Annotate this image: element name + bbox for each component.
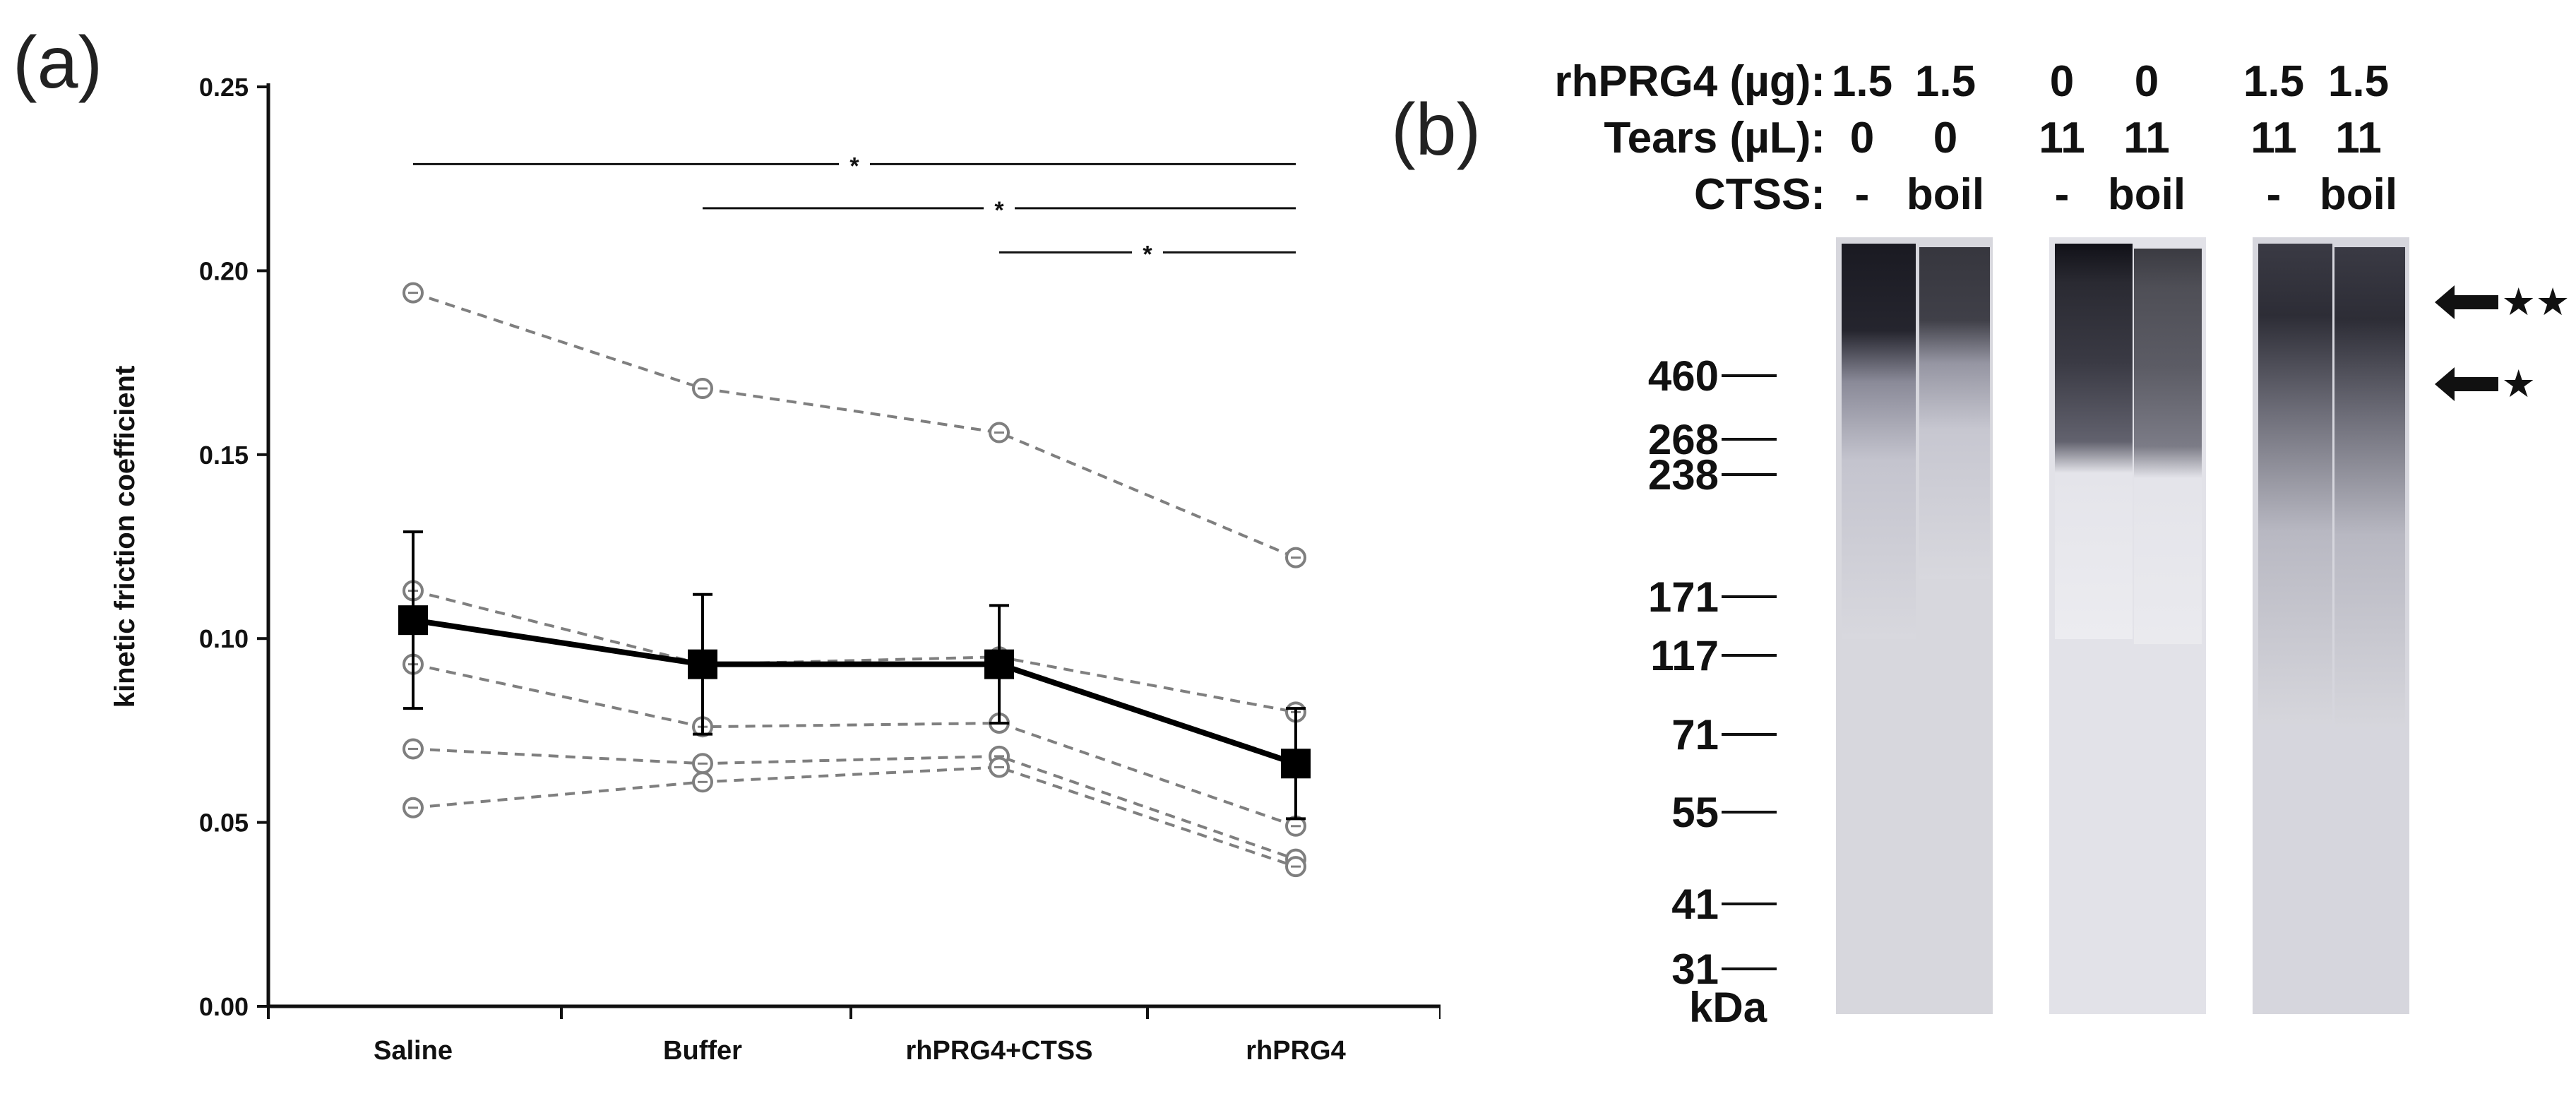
x-tick-label: Saline <box>374 1036 453 1066</box>
header-cell: 11 <box>2123 114 2170 162</box>
individual-line <box>412 747 1296 861</box>
mean-point <box>984 649 1014 679</box>
marker-label: 238 <box>1647 451 1719 499</box>
header-cell: 0 <box>1849 114 1875 162</box>
y-tick-label: 0.10 <box>199 624 249 653</box>
band-lane-2 <box>1919 247 1990 579</box>
marker-tick <box>1722 654 1777 657</box>
header-cell: 1.5 <box>2243 57 2305 106</box>
significance-star: * <box>1143 241 1152 268</box>
western-blot-panel: (b) rhPRG4 (µg): 1.5 1.5 0 0 1.5 1.5 Tears (µL)… <box>1384 0 2576 1096</box>
significance-star: * <box>994 197 1004 224</box>
x-tick-label: Buffer <box>663 1036 742 1066</box>
individual-line <box>412 291 1296 559</box>
significance-star: * <box>849 153 859 179</box>
mean-series <box>398 530 1311 821</box>
mean-point <box>1281 749 1311 779</box>
y-axis-label: kinetic friction coefficient <box>109 366 141 708</box>
kda-unit-label: kDa <box>1689 984 1767 1031</box>
mean-line <box>412 617 1297 767</box>
marker-label: 460 <box>1647 352 1719 400</box>
marker-tick <box>1722 374 1777 377</box>
marker-label: 41 <box>1671 881 1719 928</box>
mean-point <box>688 649 717 679</box>
header-cell: 1.5 <box>1914 57 1976 106</box>
x-tick-label: rhPRG4+CTSS <box>905 1036 1092 1066</box>
band-lane-4 <box>2134 249 2202 644</box>
individual-line <box>412 766 1296 868</box>
header-cell: 11 <box>2335 114 2382 162</box>
header-cell: - <box>2266 170 2282 219</box>
header-cell: 11 <box>2039 114 2085 162</box>
individual-line <box>412 662 1296 828</box>
individual-series <box>402 282 1306 878</box>
mean-point <box>398 605 428 636</box>
marker-label: 117 <box>1650 632 1719 679</box>
header-cell: - <box>1854 170 1870 219</box>
band-lane-1 <box>1842 244 1916 639</box>
star-icon: ★ <box>2501 363 2536 405</box>
header-cell: 1.5 <box>2327 57 2390 106</box>
chart-axes: 0.00 0.05 0.10 0.15 0.20 0.25 Saline Buffer rhPR… <box>199 73 1441 1066</box>
panel-b-label: (b) <box>1391 89 1481 171</box>
marker-label: 55 <box>1671 789 1719 836</box>
header-row-label: Tears (µL): <box>1604 114 1825 162</box>
marker-tick <box>1722 595 1777 598</box>
header-cell: 1.5 <box>1831 57 1893 106</box>
band-lane-6 <box>2334 247 2405 727</box>
band-lane-5 <box>2258 244 2332 724</box>
marker-tick <box>1722 967 1777 970</box>
header-cell: 0 <box>1933 114 1958 162</box>
header-cell: 11 <box>2250 114 2297 162</box>
marker-tick <box>1722 811 1777 814</box>
header-row-label: CTSS: <box>1694 170 1825 219</box>
x-tick-label: rhPRG4 <box>1246 1036 1345 1066</box>
marker-label: 268 <box>1647 416 1719 463</box>
marker-tick <box>1722 733 1777 736</box>
left-arrow-icon <box>2435 367 2498 401</box>
y-tick-label: 0.15 <box>199 441 249 470</box>
marker-tick <box>1722 473 1777 476</box>
marker-label: 171 <box>1647 573 1719 621</box>
header-cell: 0 <box>2134 57 2159 106</box>
marker-tick <box>1722 438 1777 441</box>
arrow-single-star: ★ <box>2435 362 2536 406</box>
y-tick-label: 0.20 <box>199 256 249 285</box>
panel-a-label: (a) <box>13 22 103 104</box>
header-cell: boil <box>2107 170 2186 219</box>
marker-label: 31 <box>1671 946 1719 993</box>
header-cell: 0 <box>2049 57 2075 106</box>
left-arrow-icon <box>2435 285 2498 319</box>
header-cell: boil <box>1906 170 1985 219</box>
header-cell: - <box>2054 170 2070 219</box>
blot-image <box>1836 237 2409 1014</box>
y-tick-label: 0.25 <box>199 73 249 102</box>
individual-line <box>412 589 1296 714</box>
significance-bars: * * * <box>413 153 1296 268</box>
header-cell: boil <box>2319 170 2398 219</box>
marker-label: 71 <box>1671 711 1719 758</box>
double-star-icon: ★★ <box>2501 281 2570 323</box>
band-lane-3 <box>2055 244 2133 639</box>
friction-chart: 0.00 0.05 0.10 0.15 0.20 0.25 Saline Buffer rhPR… <box>109 73 1441 1066</box>
arrow-double-star: ★★ <box>2435 280 2570 324</box>
header-row-label: rhPRG4 (µg): <box>1554 57 1825 106</box>
marker-tick <box>1722 903 1777 905</box>
y-tick-label: 0.05 <box>199 809 249 838</box>
y-tick-label: 0.00 <box>199 992 249 1021</box>
